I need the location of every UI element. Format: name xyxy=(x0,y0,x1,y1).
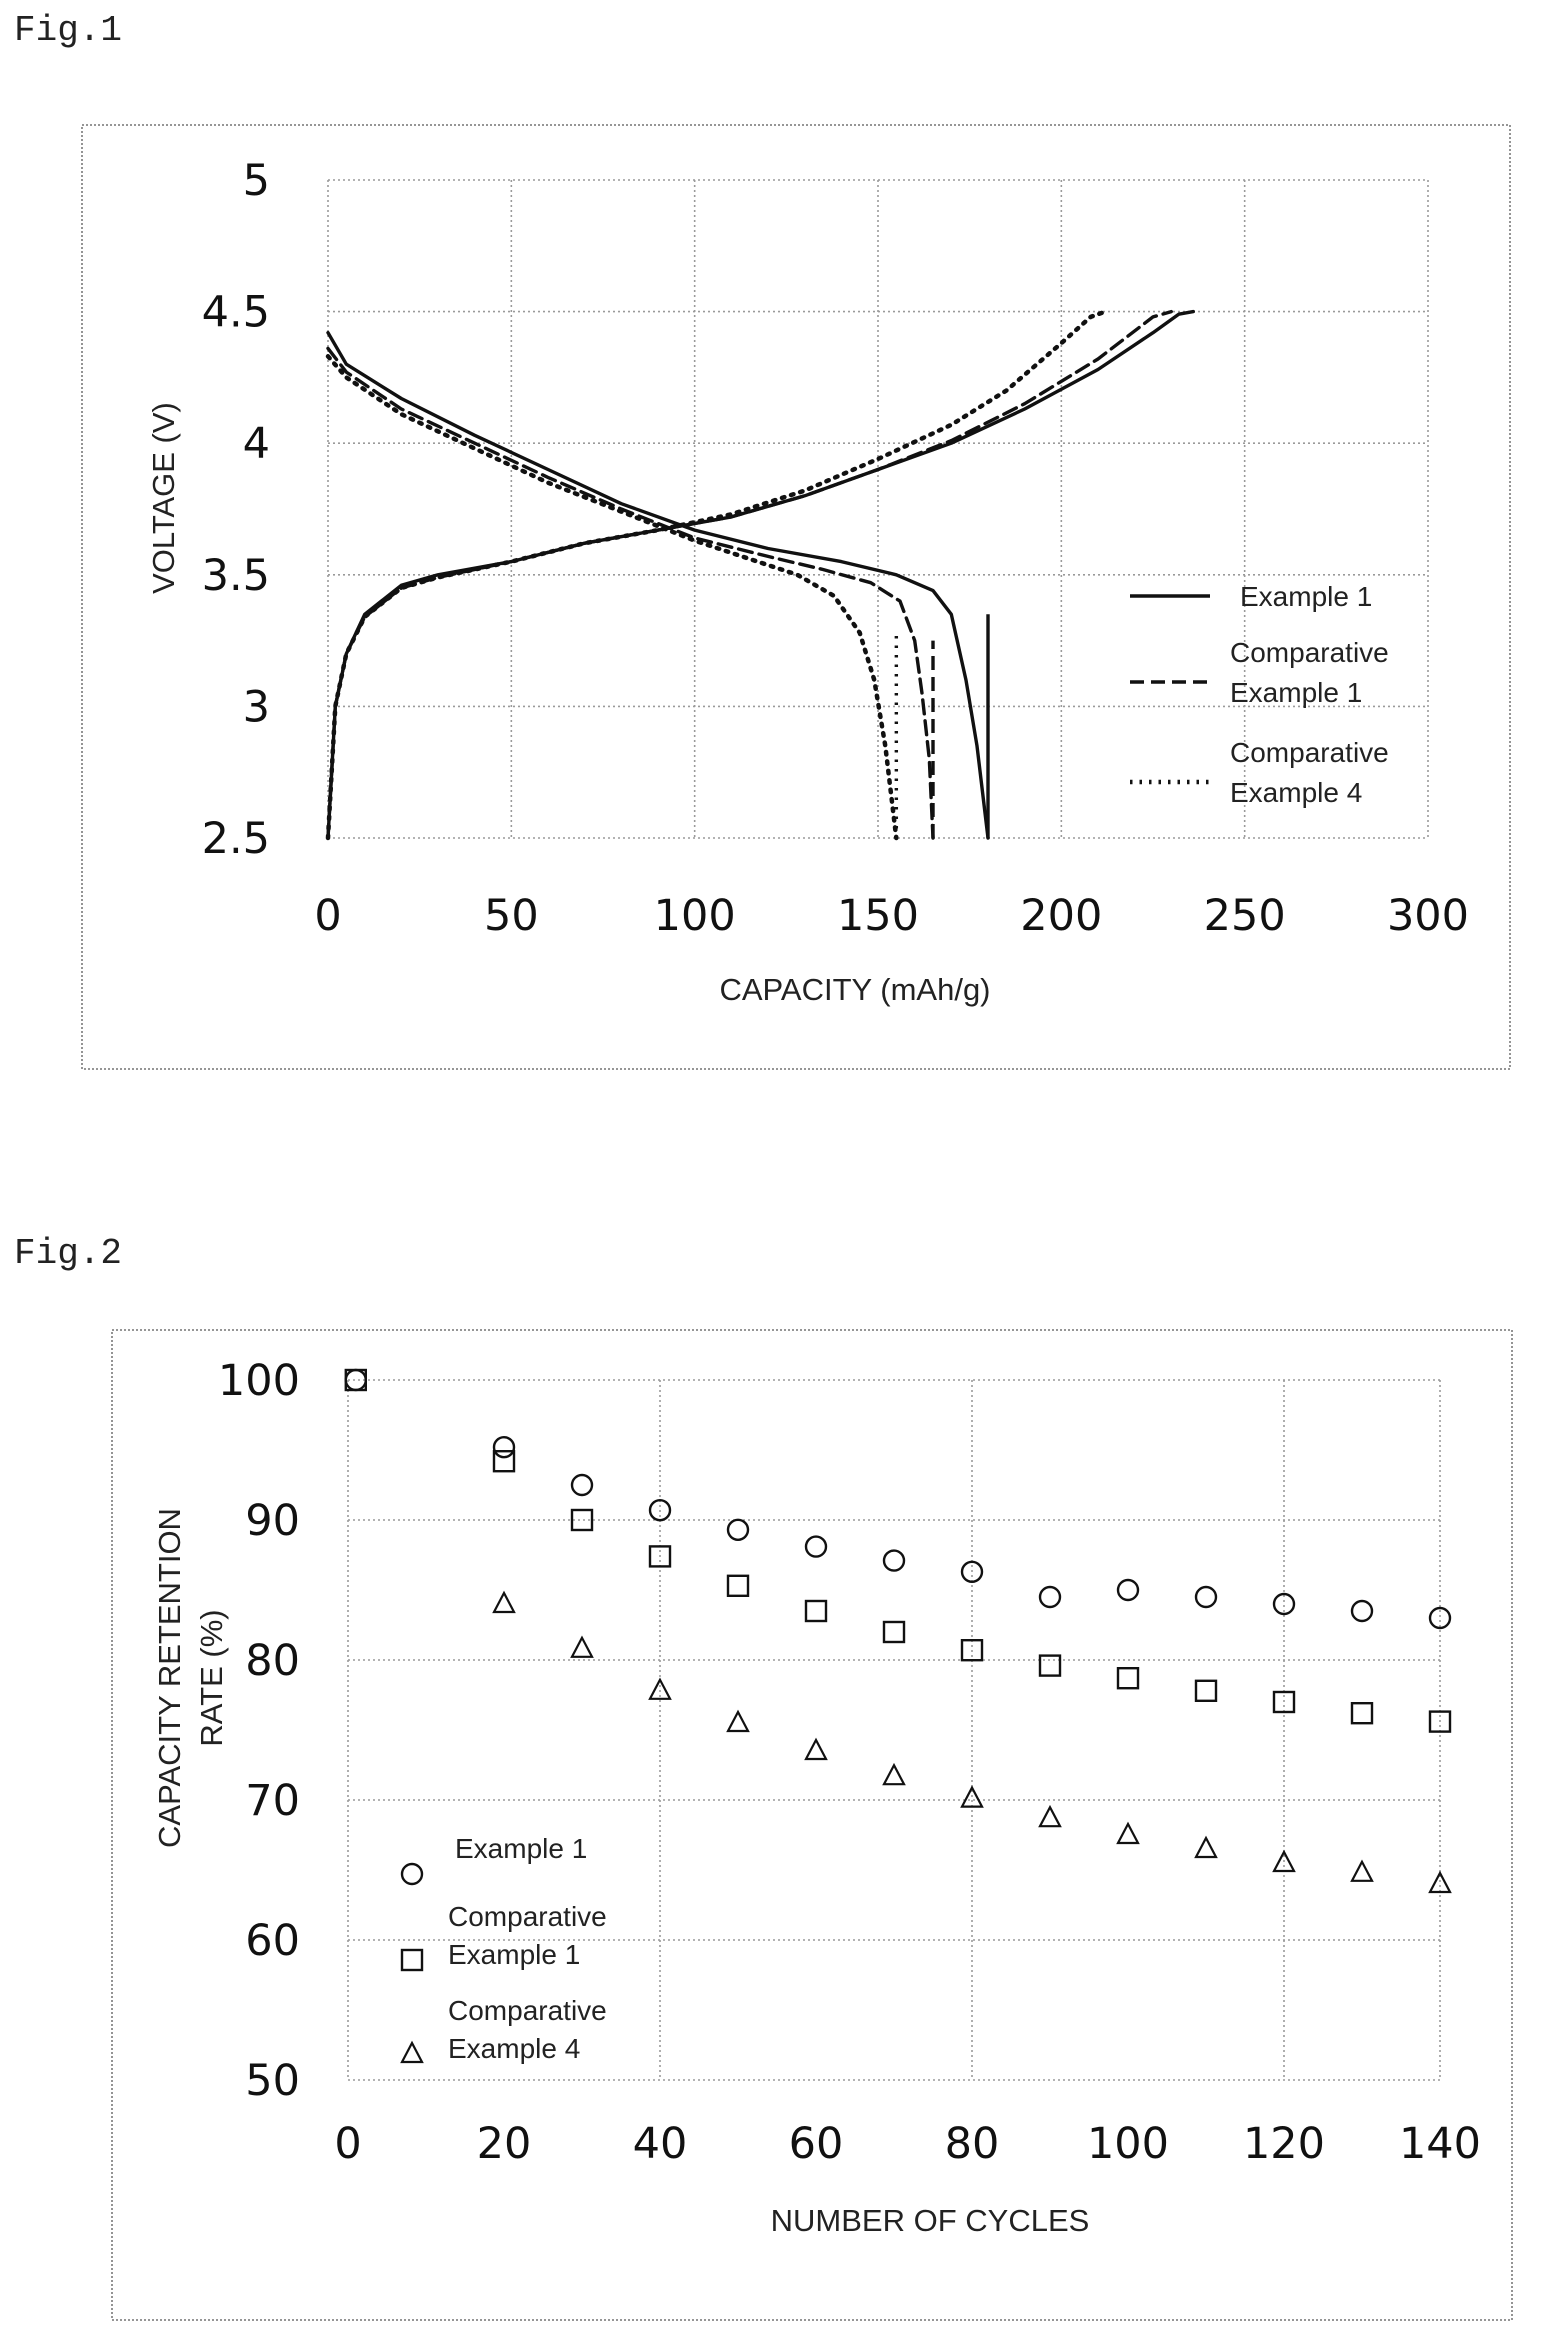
series-line-discharge-2 xyxy=(326,346,935,840)
data-point-triangle xyxy=(1272,1849,1296,1873)
data-point-circle xyxy=(1038,1585,1062,1609)
data-point-circle xyxy=(570,1473,594,1497)
legend-marker xyxy=(400,1948,424,1972)
data-point-circle xyxy=(804,1535,828,1558)
data-point-circle xyxy=(1116,1578,1140,1602)
data-point-square xyxy=(1116,1667,1140,1690)
y-axis-title-line-1: CAPACITY RETENTION xyxy=(152,1508,187,1848)
data-point-triangle xyxy=(1194,1835,1218,1859)
series-line-discharge-3 xyxy=(325,354,899,841)
x-tick-label: 50 xyxy=(484,891,539,941)
data-point-triangle xyxy=(492,1590,516,1614)
data-point-square xyxy=(804,1599,828,1623)
data-point-circle xyxy=(1194,1585,1218,1609)
x-tick-label: 120 xyxy=(1243,2119,1325,2169)
data-point-square xyxy=(1272,1690,1296,1714)
x-tick-label: 60 xyxy=(789,2119,844,2169)
legend-marker xyxy=(400,2040,424,2064)
data-point-square xyxy=(882,1620,906,1644)
x-tick-label: 100 xyxy=(1087,2119,1169,2169)
x-tick-label: 100 xyxy=(654,891,736,941)
x-tick-label: 200 xyxy=(1020,891,1102,941)
data-point-triangle xyxy=(648,1677,672,1700)
data-point-circle xyxy=(648,1499,672,1522)
x-tick-label: 0 xyxy=(314,891,341,941)
y-tick-label: 5 xyxy=(243,156,270,206)
data-point-circle xyxy=(1428,1606,1452,1630)
data-point-square xyxy=(492,1450,516,1473)
capacity-retention-chart: 0 20 40 60 80 100 120 140 50 60 70 80 90 100 NUMBER O… xyxy=(111,1329,1513,2321)
chart-2-frame xyxy=(111,1329,1513,2321)
data-point-triangle xyxy=(1116,1821,1140,1845)
legend-entry-1: Example 1 xyxy=(455,1833,587,1864)
figure-1-label: Fig.1 xyxy=(14,10,123,51)
x-axis-title: NUMBER OF CYCLES xyxy=(771,2203,1090,2238)
data-point-circle xyxy=(1350,1599,1374,1623)
series-line-charge-3 xyxy=(325,309,1108,841)
data-point-square xyxy=(1038,1654,1062,1677)
data-point-circle xyxy=(492,1436,516,1459)
y-tick-label: 4.5 xyxy=(202,288,270,338)
x-tick-label: 150 xyxy=(837,891,919,941)
data-point-square xyxy=(1194,1679,1218,1702)
y-tick-label: 4 xyxy=(243,419,270,469)
data-point-triangle xyxy=(1428,1870,1452,1894)
data-point-circle xyxy=(882,1549,906,1572)
legend-marker xyxy=(400,1862,424,1886)
series-line-discharge-1 xyxy=(326,331,990,840)
y-tick-label: 90 xyxy=(245,1496,300,1546)
data-point-triangle xyxy=(570,1635,594,1658)
y-tick-label: 100 xyxy=(218,1356,300,1406)
data-point-square xyxy=(1350,1702,1374,1725)
legend-entry-3: Comparative Example 4 xyxy=(448,1995,607,2064)
data-point-triangle xyxy=(726,1709,750,1733)
data-point-square xyxy=(648,1545,672,1568)
x-tick-label: 80 xyxy=(945,2119,1000,2169)
y-tick-label: 60 xyxy=(245,1916,300,1966)
y-tick-label: 3.5 xyxy=(202,551,270,601)
x-axis-title: CAPACITY (mAh/g) xyxy=(719,972,990,1007)
y-tick-label: 70 xyxy=(245,1776,300,1826)
y-tick-label: 2.5 xyxy=(202,814,270,864)
chart-1-frame xyxy=(81,124,1511,1070)
x-tick-label: 0 xyxy=(334,2119,361,2169)
legend-entry-3: Comparative Example 4 xyxy=(1230,737,1389,808)
data-point-circle xyxy=(726,1518,750,1541)
legend-entry-2: Comparative Example 1 xyxy=(1230,637,1389,708)
data-point-triangle xyxy=(960,1785,984,1808)
legend-entry-2: Comparative Example 1 xyxy=(448,1901,607,1970)
data-point-square xyxy=(1428,1710,1452,1733)
data-point-square xyxy=(960,1639,984,1662)
data-point-triangle xyxy=(882,1762,906,1786)
y-tick-label: 50 xyxy=(245,2056,300,2106)
data-point-circle xyxy=(1272,1592,1296,1616)
y-axis-title-line-2: RATE (%) xyxy=(194,1609,229,1746)
figure-2-label: Fig.2 xyxy=(14,1233,123,1274)
y-tick-label: 80 xyxy=(245,1636,300,1686)
data-point-triangle xyxy=(1038,1804,1062,1828)
data-point-square xyxy=(570,1508,594,1532)
y-axis-title: VOLTAGE (V) xyxy=(146,402,181,594)
x-tick-label: 40 xyxy=(633,2119,688,2169)
x-tick-label: 250 xyxy=(1204,891,1286,941)
data-point-square xyxy=(726,1574,750,1597)
y-tick-label: 3 xyxy=(243,682,270,732)
data-point-triangle xyxy=(1350,1859,1374,1882)
x-tick-label: 20 xyxy=(477,2119,532,2169)
data-point-triangle xyxy=(804,1737,828,1761)
x-tick-label: 300 xyxy=(1387,891,1469,941)
data-point-circle xyxy=(960,1560,984,1583)
legend-entry-1: Example 1 xyxy=(1240,581,1372,612)
x-tick-label: 140 xyxy=(1399,2119,1481,2169)
data-point-square xyxy=(344,1368,367,1392)
voltage-capacity-chart: 0 50 100 150 200 250 300 2.5 3 3.5 4 4.5 5 CAPACITY … xyxy=(81,124,1511,1070)
